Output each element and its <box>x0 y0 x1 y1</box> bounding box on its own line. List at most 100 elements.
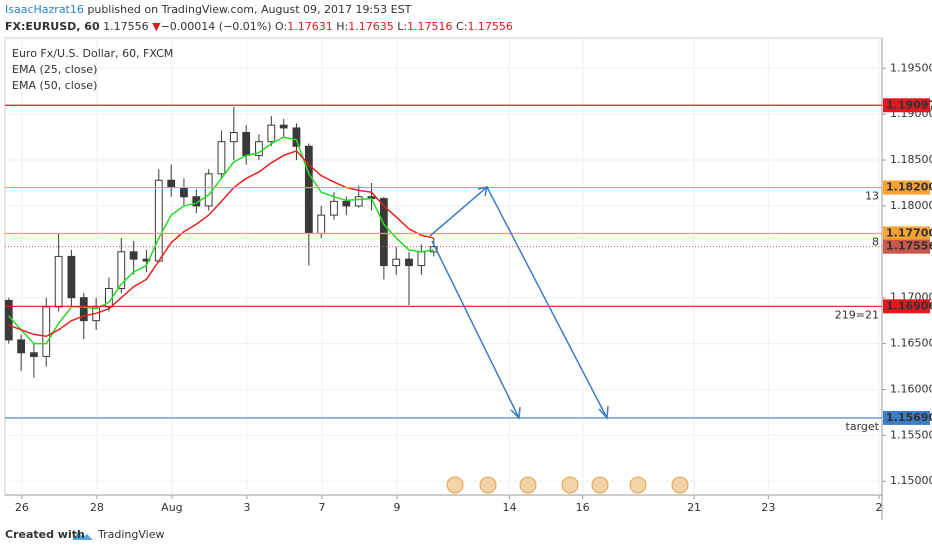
y-tick-label: 1.18500 <box>890 153 932 166</box>
x-tick-label: 26 <box>15 501 29 514</box>
event-icon <box>671 476 689 494</box>
candle-body <box>67 255 76 299</box>
x-tick-label: 28 <box>90 501 104 514</box>
candle-body <box>330 200 338 216</box>
candle-body <box>255 141 263 156</box>
footer-created: Created with <box>5 528 85 541</box>
c-label: C: <box>456 20 467 33</box>
candle-body <box>217 141 226 175</box>
price-tag-label: 1.17556 <box>886 240 932 253</box>
l-label: L: <box>397 20 407 33</box>
candle-body <box>54 255 63 308</box>
level-note: 13 <box>865 190 879 203</box>
x-tick-label: 21 <box>687 501 701 514</box>
h: 1.17635 <box>348 20 394 33</box>
candle-body <box>405 258 413 267</box>
price-tag-label: 1.19097 <box>886 98 932 111</box>
candle-body <box>79 297 88 322</box>
price-tag <box>883 180 930 195</box>
o-label: O: <box>275 20 287 33</box>
price-tag <box>883 239 930 254</box>
x-tick-label: 16 <box>576 501 590 514</box>
price-tag-label: 1.17700 <box>886 226 932 239</box>
candle-body <box>279 124 288 129</box>
candle-body <box>117 251 126 290</box>
level-note: 219=21 <box>835 308 879 321</box>
candle-body <box>342 200 351 207</box>
candle-body <box>180 187 188 198</box>
x-tick-label: Aug <box>161 501 182 514</box>
last: 1.17556 <box>103 20 149 33</box>
candle-body <box>167 179 176 189</box>
header-line: IsaacHazrat16 published on TradingView.c… <box>5 3 412 16</box>
arrow-head <box>510 406 521 420</box>
y-tick-label: 1.16000 <box>890 382 932 395</box>
arrow-head <box>598 405 609 420</box>
projection-arrows <box>429 185 609 420</box>
candle-body <box>154 179 163 262</box>
x-tick-label: 3 <box>243 501 250 514</box>
x-tick-label: 14 <box>503 501 517 514</box>
price-tag <box>883 98 930 113</box>
level-note: target <box>846 420 880 433</box>
x-tick-label: 9 <box>393 501 400 514</box>
event-icon <box>629 476 647 494</box>
l: 1.17516 <box>407 20 453 33</box>
candle-body <box>129 251 138 260</box>
price-tag <box>883 226 930 241</box>
price-tag <box>883 410 930 425</box>
legend-entry: EMA (25, close) <box>12 63 97 76</box>
event-icons <box>446 476 689 494</box>
legend-entry: EMA (50, close) <box>12 79 97 92</box>
level-note: 8 <box>872 235 879 248</box>
y-tick-label: 1.19500 <box>890 61 932 74</box>
candle-body <box>242 132 251 156</box>
o: 1.17631 <box>287 20 333 33</box>
ema-line <box>8 149 434 338</box>
event-icon <box>519 476 537 494</box>
candle-body <box>17 339 26 354</box>
h-label: H: <box>336 20 348 33</box>
y-tick-label: 1.15500 <box>890 428 932 441</box>
candle-body <box>42 306 51 357</box>
candle-body <box>229 132 238 143</box>
candle-body <box>429 246 438 253</box>
x-tick-label: 23 <box>761 501 775 514</box>
candle-body <box>204 173 213 207</box>
candle-body <box>417 251 426 267</box>
symbol: FX:EURUSD, 60 <box>5 20 100 33</box>
x-tick-label: 7 <box>318 501 325 514</box>
c: 1.17556 <box>467 20 513 33</box>
quote-line: FX:EURUSD, 60 1.17556 ▼−0.00014 (−0.01%)… <box>5 20 513 33</box>
candle-body <box>29 352 38 357</box>
candle-body <box>317 214 326 234</box>
candle-body <box>267 124 276 143</box>
change: −0.00014 (−0.01%) <box>161 20 272 33</box>
price-tag-label: 1.18200 <box>886 181 932 194</box>
candle-body <box>379 198 388 267</box>
event-icon <box>591 476 609 494</box>
price-tag-label: 1.15690 <box>886 411 932 424</box>
candle-body <box>392 258 401 267</box>
y-tick-label: 1.15000 <box>890 474 932 487</box>
event-icon <box>446 476 464 494</box>
author: IsaacHazrat16 <box>5 3 84 16</box>
chart-title: Euro Fx/U.S. Dollar, 60, FXCM <box>12 47 173 60</box>
candle-body <box>354 196 363 207</box>
price-tag-label: 1.16906 <box>886 299 932 312</box>
candle-body <box>304 145 313 234</box>
arrow: ▼ <box>152 20 161 33</box>
logo <box>72 532 93 540</box>
candle-body <box>292 127 301 147</box>
y-tick-label: 1.16500 <box>890 337 932 350</box>
footer-brand: TradingView <box>97 528 164 541</box>
event-icon <box>479 476 497 494</box>
candle-body <box>142 258 151 262</box>
arrow-path <box>431 240 520 419</box>
price-tag <box>883 299 930 314</box>
published: published on TradingView.com, August 09,… <box>87 3 411 16</box>
arrow-head <box>477 186 488 197</box>
y-tick-label: 1.18000 <box>890 199 932 212</box>
